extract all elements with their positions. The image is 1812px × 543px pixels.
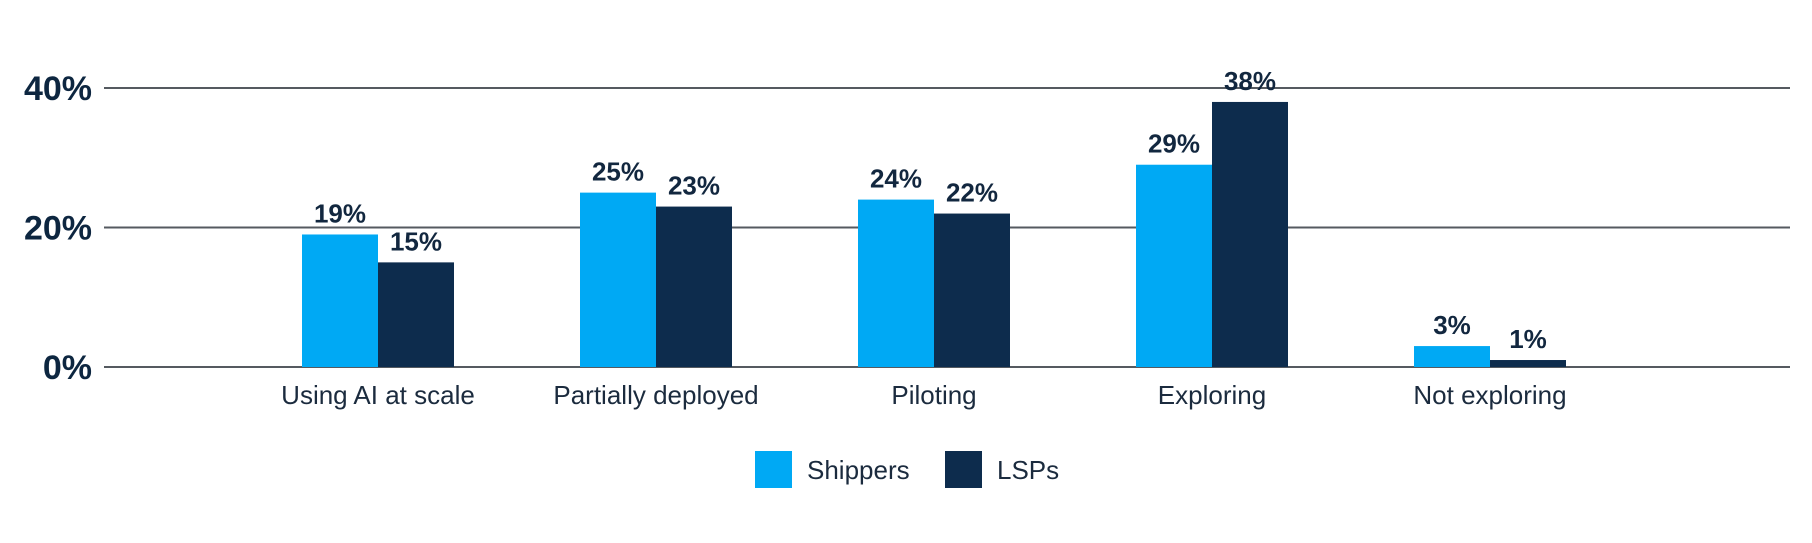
legend-swatch-lsps — [945, 451, 982, 488]
data-label: 22% — [946, 178, 998, 208]
data-label: 25% — [592, 157, 644, 187]
data-label: 19% — [314, 198, 366, 228]
data-label: 38% — [1224, 66, 1276, 96]
y-axis-ticks: 0% 20% 40% — [24, 70, 92, 387]
bar-shippers-4 — [1414, 346, 1490, 367]
data-label: 15% — [390, 226, 442, 256]
x-tick-label: Not exploring — [1413, 380, 1566, 410]
bars — [302, 101, 1566, 367]
legend: Shippers LSPs — [755, 451, 1059, 488]
x-tick-label: Partially deployed — [553, 380, 758, 410]
y-tick-label: 0% — [43, 349, 92, 387]
x-tick-label: Piloting — [891, 380, 976, 410]
data-label: 3% — [1433, 310, 1471, 340]
data-label: 23% — [668, 171, 720, 201]
bar-lsps-1 — [656, 206, 732, 367]
data-label: 24% — [870, 164, 922, 194]
data-label: 1% — [1509, 324, 1547, 354]
y-tick-label: 40% — [24, 70, 92, 108]
bar-lsps-2 — [934, 213, 1010, 367]
data-labels: 19% 15% 25% 23% 24% 22% 29% 38% 3% 1% — [314, 66, 1547, 354]
bar-lsps-3 — [1212, 101, 1288, 367]
bar-shippers-1 — [580, 192, 656, 367]
legend-swatch-shippers — [755, 451, 792, 488]
bar-lsps-0 — [378, 262, 454, 367]
x-axis-ticks: Using AI at scale Partially deployed Pilot… — [281, 380, 1566, 410]
legend-label-shippers: Shippers — [807, 455, 910, 485]
x-tick-label: Exploring — [1158, 380, 1266, 410]
bar-lsps-4 — [1490, 360, 1566, 367]
legend-label-lsps: LSPs — [997, 455, 1059, 485]
bar-shippers-0 — [302, 234, 378, 367]
bar-shippers-2 — [858, 199, 934, 367]
bar-shippers-3 — [1136, 164, 1212, 367]
y-tick-label: 20% — [24, 210, 92, 248]
data-label: 29% — [1148, 129, 1200, 159]
x-tick-label: Using AI at scale — [281, 380, 475, 410]
